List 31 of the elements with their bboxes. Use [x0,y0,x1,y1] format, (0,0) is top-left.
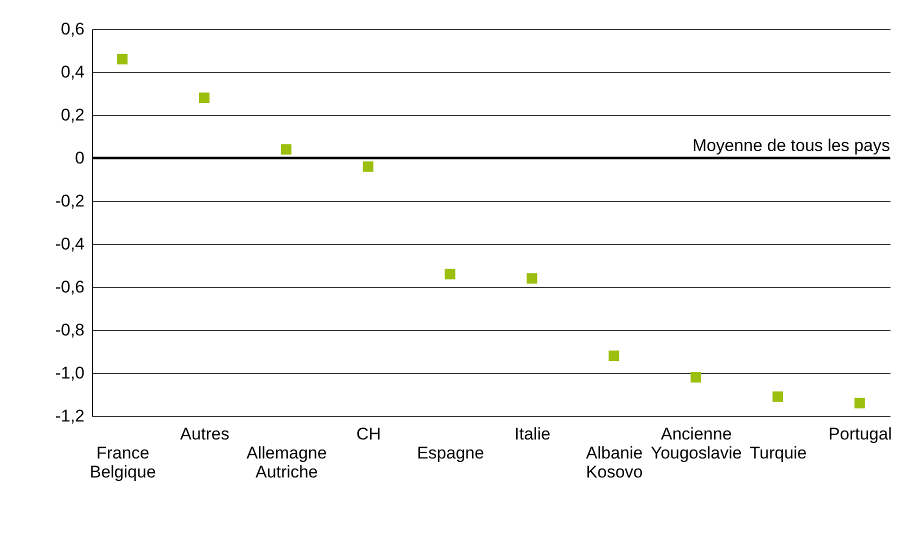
y-tick-label: -1,2 [55,406,84,426]
point [117,54,128,64]
x-tick-label: Turquie [750,444,807,462]
point [280,144,292,155]
x-tick-label: France Belgique [90,444,156,482]
x-tick-label: Portugal [828,424,892,444]
x-tick-label: Autres [180,424,230,444]
point [526,273,538,284]
y-tick-label: 0 [75,148,84,168]
x-tick-label: Espagne [416,444,484,462]
point [690,372,702,383]
y-tick-label: -1,0 [55,364,84,382]
y-tick-label: -0,2 [55,192,84,210]
point [444,268,456,280]
y-tick-label: -0,8 [55,320,84,340]
x-tick-label: Ancienne Yougoslavie [650,424,742,462]
point [608,350,620,362]
x-tick-label: Allemagne Autriche [246,444,327,482]
y-tick-label: 0,2 [60,106,84,124]
y-tick-label: 0,6 [60,20,84,38]
point [199,92,210,104]
x-tick-label: Albanie Kosovo [586,444,643,482]
ref-line-label: Moyenne de tous les pays [692,136,890,155]
point [854,398,865,408]
y-tick-label: -0,6 [55,278,84,296]
point [772,391,783,402]
x-tick-label: Italie [514,424,550,444]
y-tick-label: -0,4 [55,234,84,254]
point [362,161,374,172]
x-tick-label: CH [356,424,381,444]
y-tick-label: 0,4 [60,62,84,82]
